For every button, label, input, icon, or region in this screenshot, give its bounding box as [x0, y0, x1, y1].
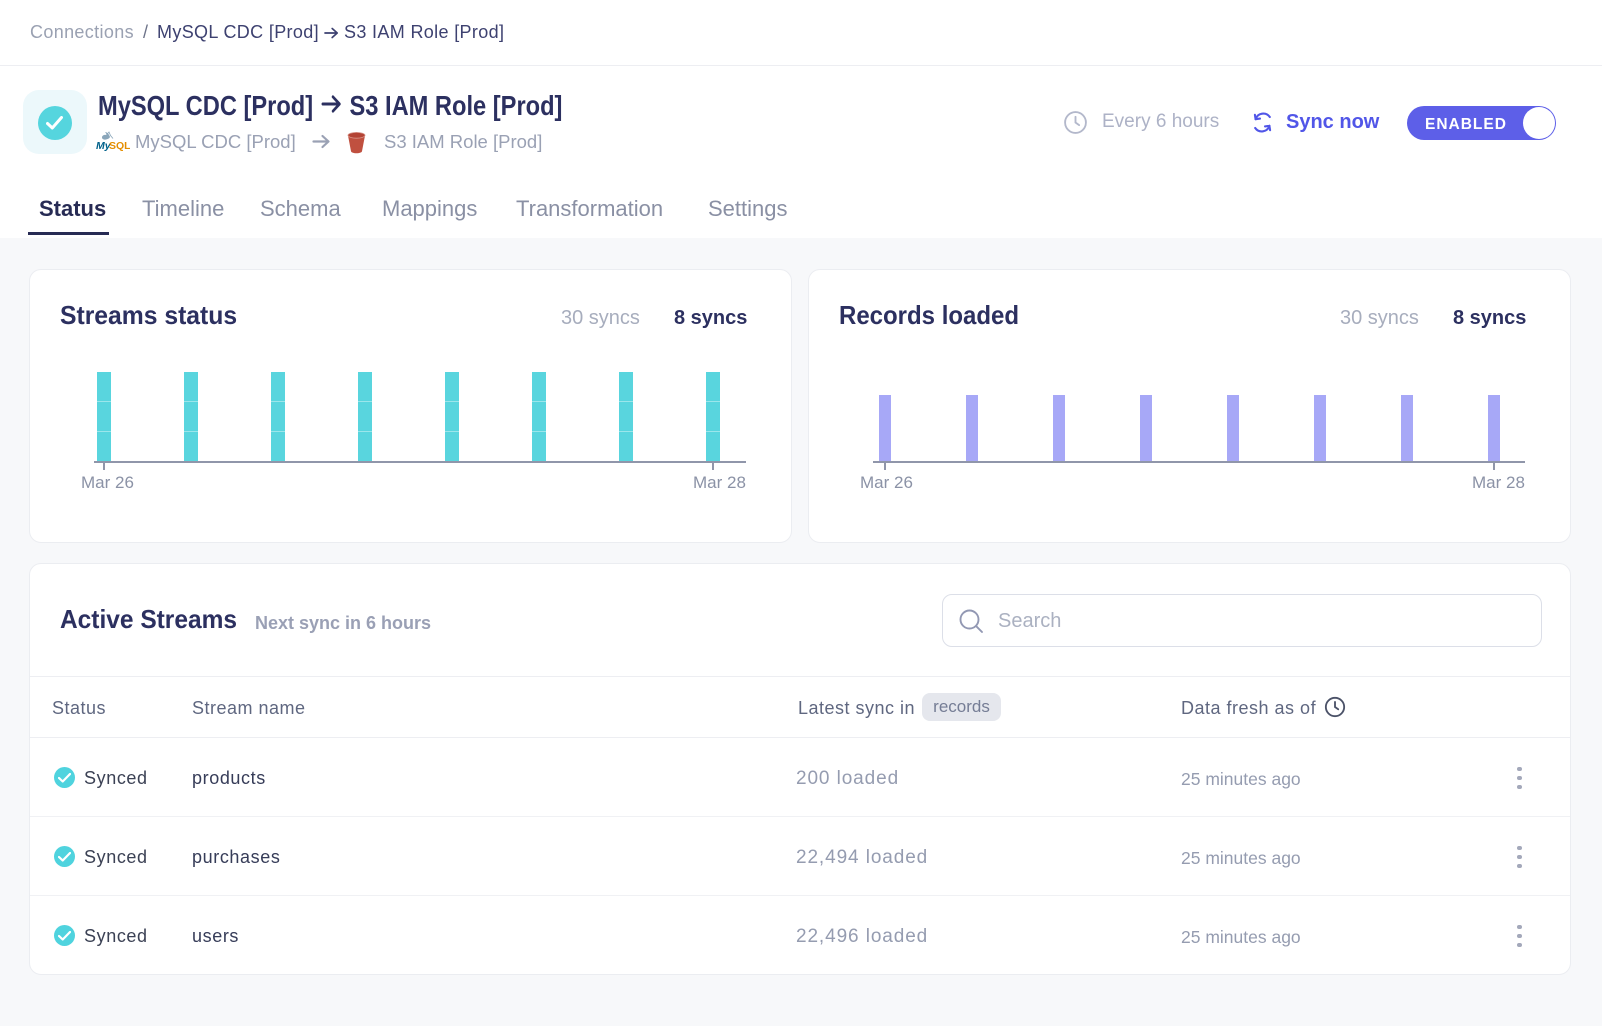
svg-text:SQL: SQL — [109, 140, 130, 152]
svg-text:My: My — [96, 140, 112, 152]
